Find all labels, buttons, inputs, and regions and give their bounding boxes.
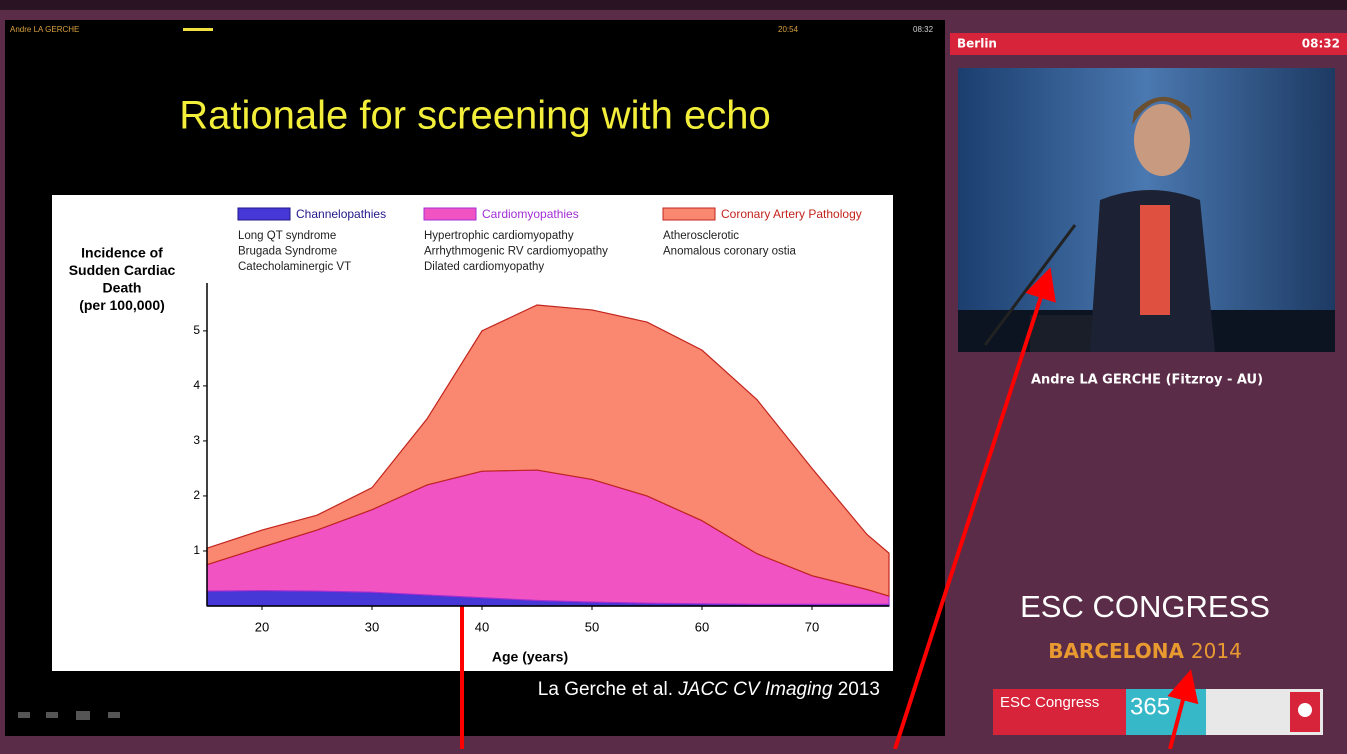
x-tick-label: 70 xyxy=(805,619,819,634)
location-clock: 08:32 xyxy=(1302,37,1340,51)
elapsed-time: 20:54 xyxy=(778,25,799,34)
legend-item: Atherosclerotic xyxy=(663,230,739,242)
y-axis-label: (per 100,000) xyxy=(79,297,165,313)
y-tick-label: 1 xyxy=(193,543,200,557)
legend-item: Arrhythmogenic RV cardiomyopathy xyxy=(424,246,608,258)
progress-mark xyxy=(183,28,213,31)
legend-swatch xyxy=(663,208,715,220)
x-tick-label: 60 xyxy=(695,619,709,634)
y-tick-label: 5 xyxy=(193,323,200,337)
speaker-name: Andre LA GERCHE (Fitzroy - AU) xyxy=(1031,373,1263,388)
legend-label: Channelopathies xyxy=(296,207,386,221)
x-tick-label: 20 xyxy=(255,619,269,634)
banner-brand: ESC Congress xyxy=(1000,694,1099,711)
screen: Andre LA GERCHE 20:54 08:32 Rationale fo… xyxy=(0,0,1347,749)
logo-city-name: BARCELONA xyxy=(1048,639,1184,663)
legend-label: Cardiomyopathies xyxy=(482,207,579,221)
y-tick-label: 3 xyxy=(193,433,200,447)
y-axis-label: Incidence of xyxy=(81,245,163,261)
heart-icon xyxy=(1298,703,1312,717)
banner-number: 365 xyxy=(1130,693,1170,720)
logo-city: BARCELONA 2014 xyxy=(1048,639,1242,663)
page: Andre LA GERCHE 20:54 08:32 Rationale fo… xyxy=(0,0,1347,749)
legend-swatch xyxy=(424,208,476,220)
legend-item: Long QT syndrome xyxy=(238,230,336,242)
location: Berlin xyxy=(957,37,997,51)
top-strip xyxy=(0,0,1347,10)
x-tick-label: 40 xyxy=(475,619,489,634)
logo-name: ESC CONGRESS xyxy=(1020,589,1270,624)
logo-year: 2014 xyxy=(1191,639,1242,663)
legend-item: Hypertrophic cardiomyopathy xyxy=(424,230,574,242)
citation-year: 2013 xyxy=(838,679,880,700)
video-feed xyxy=(958,68,1335,352)
legend-item: Anomalous coronary ostia xyxy=(663,246,797,258)
legend-label: Coronary Artery Pathology xyxy=(721,207,862,221)
y-tick-label: 4 xyxy=(193,378,200,392)
citation-journal: JACC CV Imaging xyxy=(677,679,833,700)
x-tick-label: 30 xyxy=(365,619,379,634)
legend-item: Catecholaminergic VT xyxy=(238,261,351,273)
legend-item: Dilated cardiomyopathy xyxy=(424,261,544,273)
y-tick-label: 2 xyxy=(193,488,200,502)
y-axis-label: Sudden Cardiac xyxy=(69,262,176,278)
x-axis-label: Age (years) xyxy=(492,649,568,665)
presenter-tag: Andre LA GERCHE xyxy=(10,25,79,34)
citation: La Gerche et al. JACC CV Imaging 2013 xyxy=(538,679,880,700)
x-tick-label: 50 xyxy=(585,619,599,634)
location-bar xyxy=(950,33,1347,55)
citation-authors: La Gerche et al. xyxy=(538,679,673,700)
legend-swatch xyxy=(238,208,290,220)
legend-item: Brugada Syndrome xyxy=(238,246,337,258)
y-axis-label: Death xyxy=(103,280,142,296)
slide-title: Rationale for screening with echo xyxy=(179,94,770,138)
clock: 08:32 xyxy=(913,25,934,34)
